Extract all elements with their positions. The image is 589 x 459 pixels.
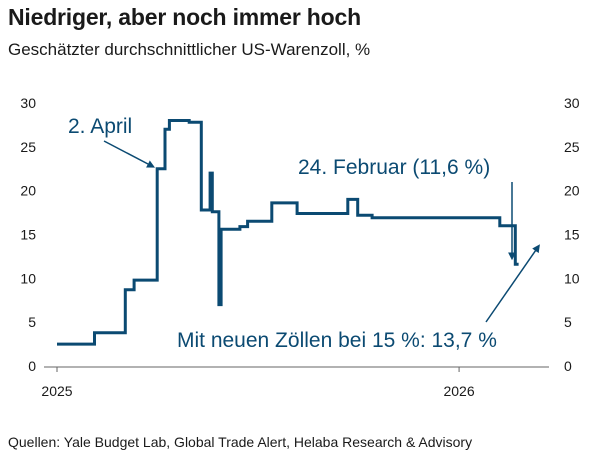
annotation-label: Mit neuen Zöllen bei 15 %: 13,7 % [177,329,497,352]
y-tick-label-left: 10 [20,270,36,286]
y-tick-label-right: 20 [564,183,580,199]
x-tick-label: 2025 [41,383,72,399]
y-tick-label-right: 30 [564,95,580,111]
chart-source: Quellen: Yale Budget Lab, Global Trade A… [8,434,473,450]
chart-subtitle: Geschätzter durchschnittlicher US-Warenz… [8,40,371,59]
y-tick-label-left: 15 [20,227,36,243]
annotation-arrow [485,244,540,323]
y-tick-label-right: 0 [564,358,572,374]
y-tick-label-right: 5 [564,314,572,330]
annotations: 2. April 24. Februar (11,6 %) Mit neuen Zö… [68,115,540,352]
series-line-tariff [57,119,519,346]
y-axis-left: 0 5 10 15 20 25 30 [20,95,36,374]
annotation-label: 24. Februar (11,6 %) [298,156,490,179]
y-tick-label-left: 20 [20,183,36,199]
y-tick-label-left: 0 [28,358,36,374]
y-tick-label-right: 10 [564,270,580,286]
y-tick-label-left: 30 [20,95,36,111]
annotation-label: 2. April [68,115,132,138]
x-axis: 2025 2026 [41,367,475,399]
annotation-arrow [103,140,156,168]
x-tick-label: 2026 [443,383,474,399]
y-tick-label-left: 5 [28,314,36,330]
y-tick-label-right: 25 [564,139,580,155]
y-axis-right: 0 5 10 15 20 25 30 [564,95,580,374]
y-tick-label-right: 15 [564,227,580,243]
chart-title: Niedriger, aber noch immer hoch [8,4,361,30]
y-tick-label-left: 25 [20,139,36,155]
